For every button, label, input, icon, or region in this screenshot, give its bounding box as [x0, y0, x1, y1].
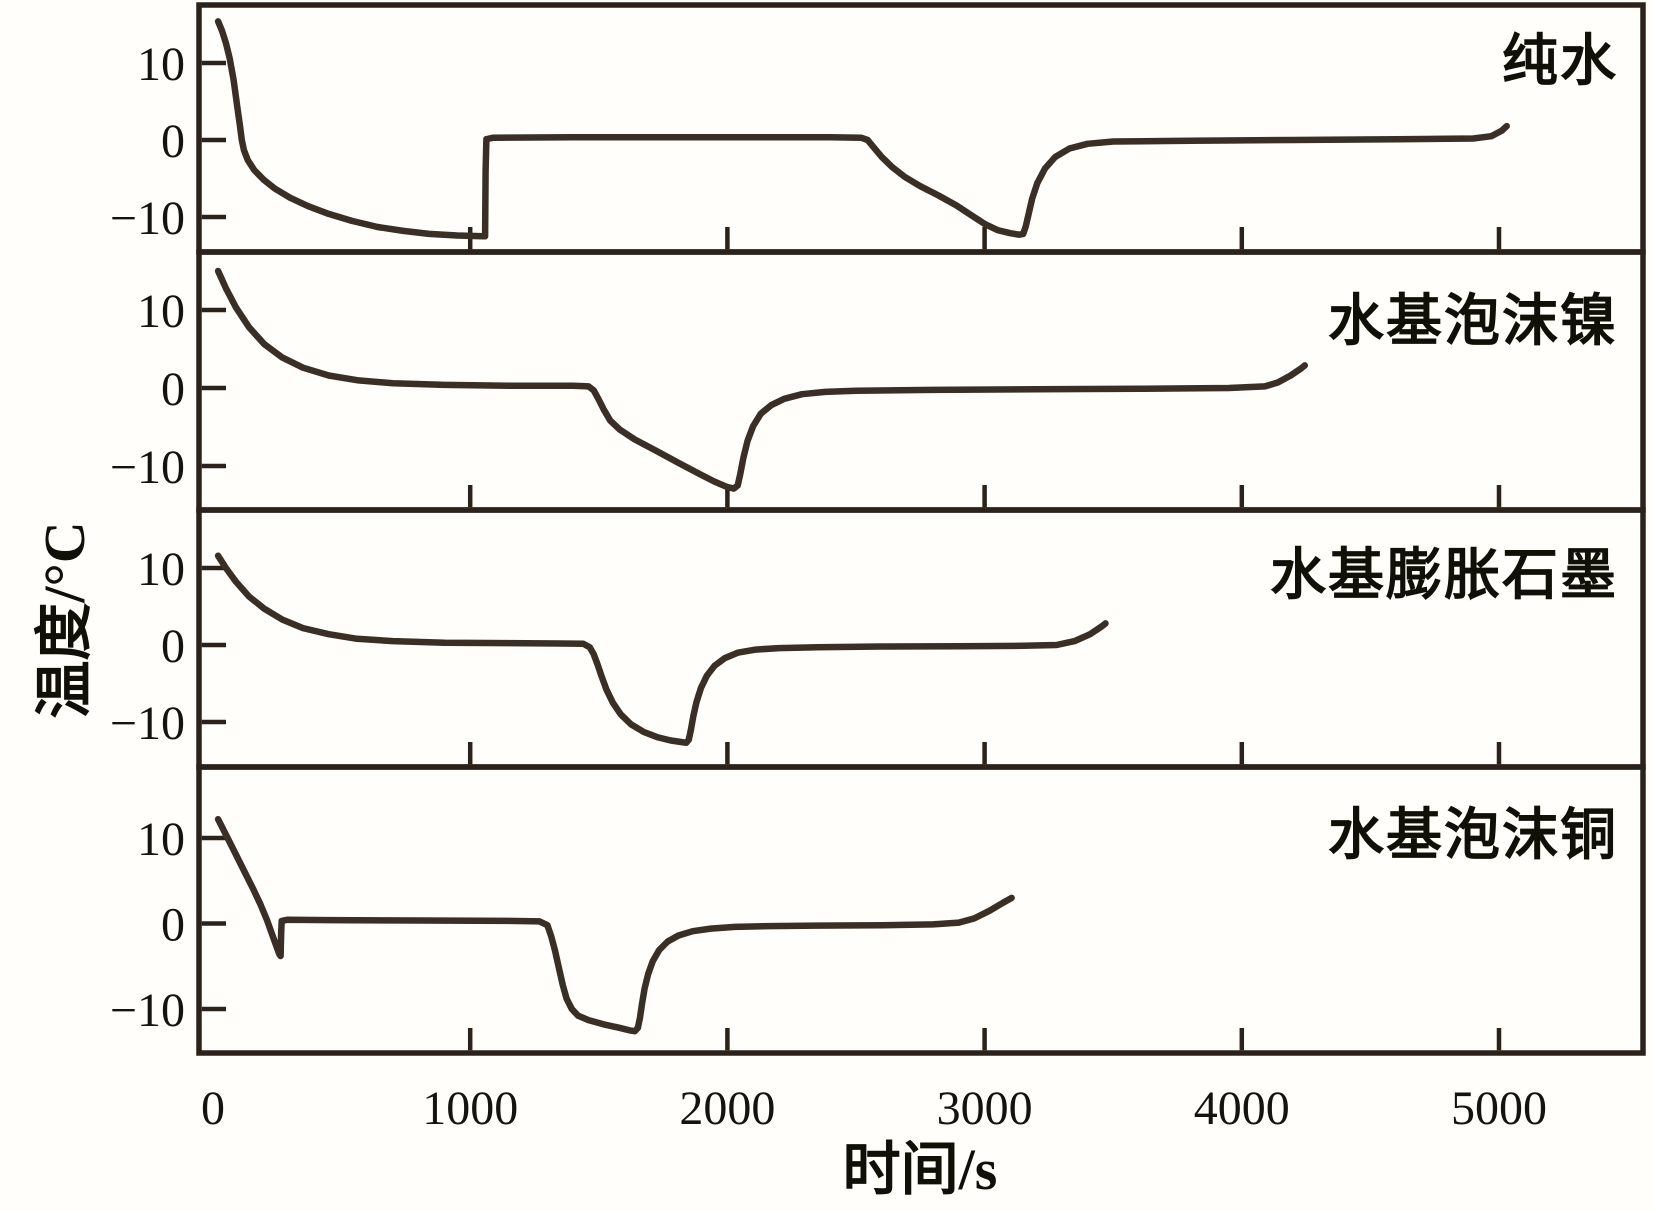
- y-tick-label-0--10: −10: [110, 192, 185, 245]
- curve-3: [214, 815, 1015, 1035]
- x-tick-label-1000: 1000: [422, 1082, 518, 1135]
- y-tick-label-3-10: 10: [137, 813, 185, 866]
- panel-label-pure-water: 纯水: [1502, 31, 1618, 93]
- x-tick-label-0: 0: [201, 1082, 225, 1135]
- panel-label-copper-foam: 水基泡沫铜: [1328, 805, 1618, 867]
- y-tick-label-2-0: 0: [161, 620, 185, 673]
- y-tick-label-0-10: 10: [137, 38, 185, 91]
- x-tick-label-2000: 2000: [679, 1082, 775, 1135]
- y-tick-label-1--10: −10: [110, 441, 185, 494]
- y-tick-label-1-10: 10: [137, 285, 185, 338]
- y-tick-label-3--10: −10: [110, 984, 185, 1037]
- panel-frame-3: [196, 764, 1646, 1056]
- panel-frame-0: [196, 2, 1646, 255]
- x-tick-label-4000: 4000: [1194, 1082, 1290, 1135]
- y-tick-label-3-0: 0: [161, 899, 185, 952]
- y-tick-label-0-0: 0: [161, 115, 185, 168]
- curve-2: [214, 552, 1109, 747]
- x-tick-label-5000: 5000: [1451, 1082, 1547, 1135]
- y-tick-label-1-0: 0: [161, 363, 185, 416]
- y-axis-title: 温度/°C: [32, 521, 97, 719]
- panel-label-nickel-foam: 水基泡沫镍: [1328, 291, 1618, 353]
- curve-1: [214, 267, 1309, 492]
- x-axis-title: 时间/s: [842, 1137, 998, 1202]
- y-tick-label-2--10: −10: [110, 697, 185, 750]
- curve-0: [214, 18, 1510, 240]
- y-tick-label-2-10: 10: [137, 543, 185, 596]
- panel-label-expanded-graphite: 水基膨胀石墨: [1270, 545, 1618, 607]
- x-tick-label-3000: 3000: [937, 1082, 1033, 1135]
